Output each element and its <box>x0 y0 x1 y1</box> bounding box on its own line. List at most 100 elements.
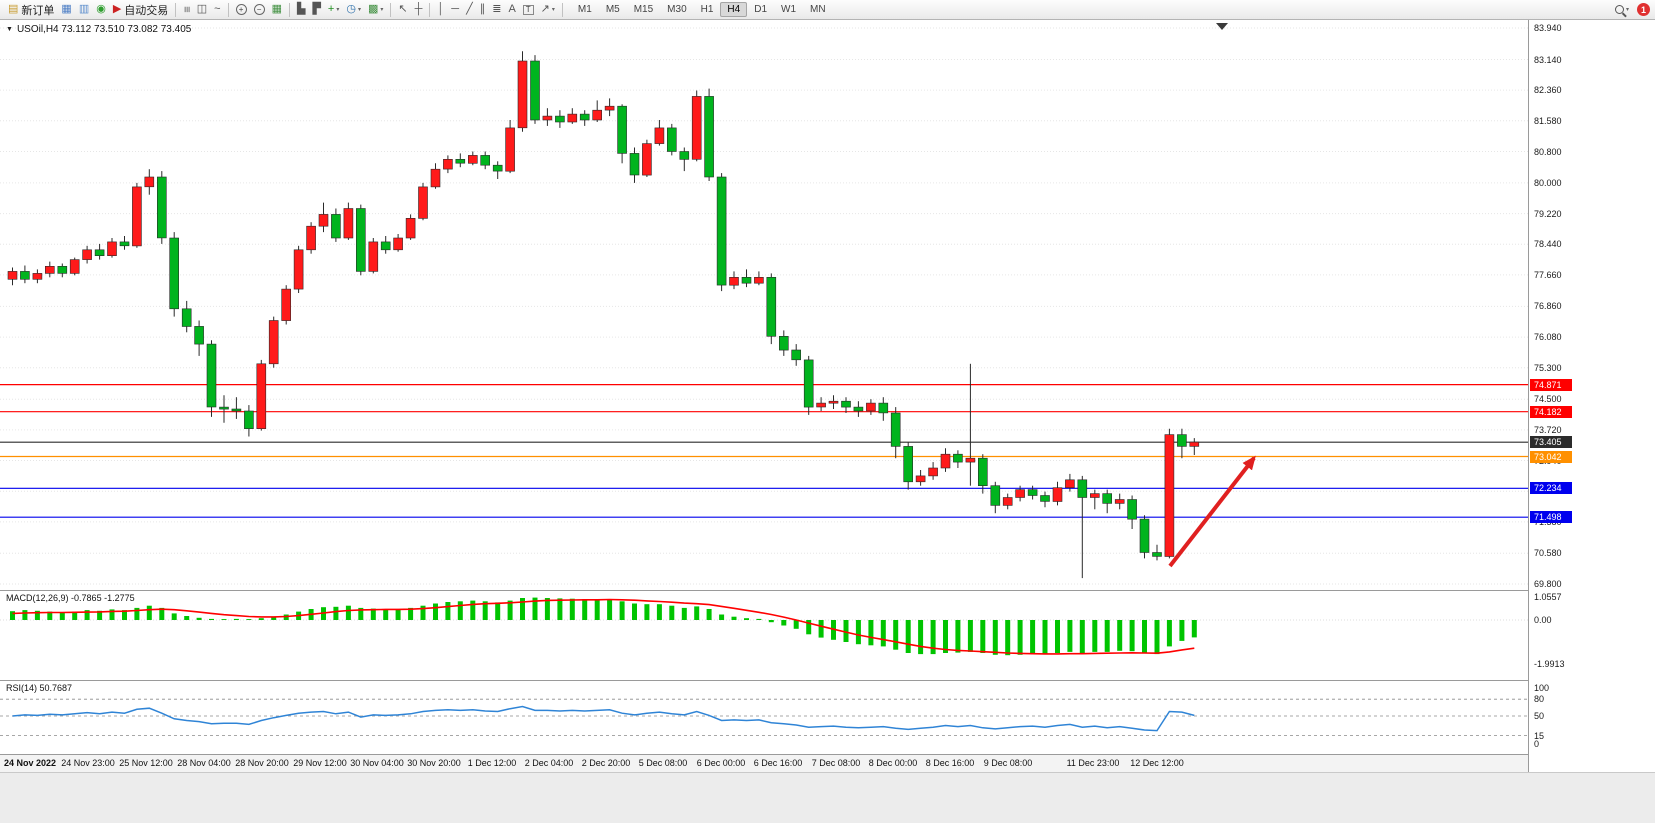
charts-window-icon[interactable]: ▦ <box>58 1 74 18</box>
time-axis[interactable]: 24 Nov 2022 24 Nov 23:00 25 Nov 12:00 28 No… <box>0 754 1528 772</box>
candle-body <box>1164 434 1175 557</box>
timeframe-mn[interactable]: MN <box>810 4 826 15</box>
price-badge-73.405[interactable]: 73.405 <box>1530 436 1572 449</box>
crosshair-icon[interactable]: ┼ <box>412 1 426 18</box>
new-order-button-glyph: ▤ <box>8 3 19 15</box>
horizontal-line-icon-glyph: ─ <box>451 3 460 15</box>
indicators-button[interactable]: ▩ ▾ <box>365 1 386 18</box>
macd-histogram-bar <box>980 620 986 653</box>
chevron-down-icon: ▾ <box>336 7 340 13</box>
timeframe-h4[interactable]: H4 <box>720 2 748 17</box>
macd-panel[interactable]: MACD(12,26,9) -0.7865 -1.2775 <box>0 590 1528 680</box>
arrange-cascade-icon-glyph: ▙ <box>296 3 306 15</box>
time-tick: 9 Dec 08:00 <box>983 758 1033 768</box>
macd-histogram-bar <box>632 603 637 620</box>
fibonacci-icon-glyph: ≣ <box>492 3 502 15</box>
macd-name: MACD(12,26,9) <box>6 593 69 603</box>
candle-body <box>604 105 615 111</box>
search-icon[interactable]: ▾ <box>1612 1 1632 18</box>
candle-body <box>816 402 826 408</box>
macd-histogram-bar <box>992 620 998 655</box>
timeframe-h1[interactable]: H1 <box>700 4 714 15</box>
charts-window-icon-glyph: ▦ <box>61 3 72 15</box>
auto-trading-button[interactable]: ▶ 自动交易 <box>110 1 171 18</box>
candlestick-chart-icon-glyph: ◫ <box>196 3 208 15</box>
price-tick: 76.860 <box>1534 301 1562 312</box>
timeframe-d1[interactable]: D1 <box>754 4 768 15</box>
symbol-dropdown-icon[interactable]: ▼ <box>6 26 13 33</box>
time-tick: 8 Dec 00:00 <box>868 758 918 768</box>
trendline-icon[interactable]: ╱ <box>463 1 476 18</box>
timeframe-m15[interactable]: M15 <box>633 4 654 15</box>
timeframe-w1[interactable]: W1 <box>781 4 797 15</box>
zoom-in-icon[interactable]: + <box>233 1 250 18</box>
price-badge-74.871[interactable]: 74.871 <box>1530 378 1572 391</box>
macd-histogram-bar <box>47 611 53 620</box>
text-label-icon[interactable]: T <box>520 1 537 18</box>
arrows-button[interactable]: ↗ ▾ <box>538 1 558 18</box>
new-chart-button-glyph: + <box>327 3 335 15</box>
macd-histogram-bar <box>918 620 924 655</box>
macd-histogram-bar <box>134 607 140 620</box>
text-icon[interactable]: A <box>505 1 518 18</box>
line-chart-icon[interactable]: ~ <box>211 1 223 18</box>
tile-windows-icon[interactable]: ▦ <box>269 1 285 18</box>
candle-body <box>169 237 179 310</box>
toolbar-separator <box>390 2 392 17</box>
new-chart-button[interactable]: + ▾ <box>325 1 342 18</box>
candle-body <box>791 349 802 361</box>
vertical-line-icon[interactable]: │ <box>434 1 447 18</box>
price-badge-72.234[interactable]: 72.234 <box>1530 482 1572 495</box>
timeframe-m1[interactable]: M1 <box>577 4 592 15</box>
new-order-button[interactable]: ▤ 新订单 <box>5 1 57 18</box>
horizontal-line-icon[interactable]: ─ <box>448 1 462 18</box>
macd-histogram-bar <box>1067 620 1073 652</box>
candle-body <box>579 113 590 121</box>
rsi-panel[interactable]: RSI(14) 50.7687 <box>0 680 1528 754</box>
arrange-tile-icon[interactable]: ▛ <box>309 1 323 18</box>
chevron-down-icon: ▾ <box>357 7 361 13</box>
periods-button[interactable]: ◷ ▾ <box>343 1 364 18</box>
candle-body <box>841 400 851 408</box>
macd-histogram-bar <box>22 610 28 620</box>
notification-badge[interactable]: 1 <box>1637 3 1650 16</box>
market-watch-icon[interactable]: ▥ <box>76 1 92 18</box>
indicators-button-glyph: ▩ <box>367 3 379 15</box>
arrange-cascade-icon[interactable]: ▙ <box>294 1 308 18</box>
candle-body <box>890 412 901 447</box>
macd-histogram-bar <box>258 618 264 620</box>
rsi-name: RSI(14) <box>6 683 38 693</box>
price-chart[interactable]: ▼ USOil,H4 73.112 73.510 73.082 73.405 <box>0 20 1528 590</box>
macd-histogram-bar <box>383 609 389 620</box>
cursor-icon[interactable]: ↖ <box>395 1 410 18</box>
bar-chart-icon[interactable]: ≡ <box>180 1 193 18</box>
timeframe-m5[interactable]: M5 <box>605 4 620 15</box>
candle-body <box>1102 493 1112 504</box>
price-axis[interactable]: 83.940 83.140 82.360 81.580 80.800 80.000 79.2… <box>1528 20 1655 772</box>
price-badge-74.182[interactable]: 74.182 <box>1530 405 1572 418</box>
macd-histogram-bar <box>1142 620 1147 653</box>
macd-histogram-bar <box>171 613 177 620</box>
support-icon[interactable]: ◉ <box>93 1 109 18</box>
macd-label: MACD(12,26,9) -0.7865 -1.2775 <box>6 593 135 603</box>
text-icon-glyph: A <box>508 3 516 15</box>
candlestick-chart-icon[interactable]: ◫ <box>194 1 210 18</box>
zoom-out-icon[interactable]: − <box>251 1 268 18</box>
macd-histogram-bar <box>84 610 90 620</box>
fibonacci-icon[interactable]: ≣ <box>489 1 504 18</box>
timeframe-m30[interactable]: M30 <box>667 4 687 15</box>
price-badge-73.042[interactable]: 73.042 <box>1530 450 1572 463</box>
candle-body <box>57 266 68 274</box>
channel-icon[interactable]: ∥ <box>477 1 489 18</box>
new-order-button-label: 新订单 <box>21 4 55 17</box>
macd-signal-line <box>12 598 1195 655</box>
price-tick: 80.800 <box>1534 146 1562 157</box>
macd-histogram-bar <box>408 607 414 620</box>
candle-body <box>828 400 839 404</box>
price-chart-canvas[interactable] <box>0 20 1528 590</box>
trend-arrow-annotation[interactable] <box>1168 455 1256 568</box>
candle-body <box>629 153 640 176</box>
price-badge-71.498[interactable]: 71.498 <box>1530 511 1572 524</box>
macd-histogram-bar <box>395 609 401 620</box>
